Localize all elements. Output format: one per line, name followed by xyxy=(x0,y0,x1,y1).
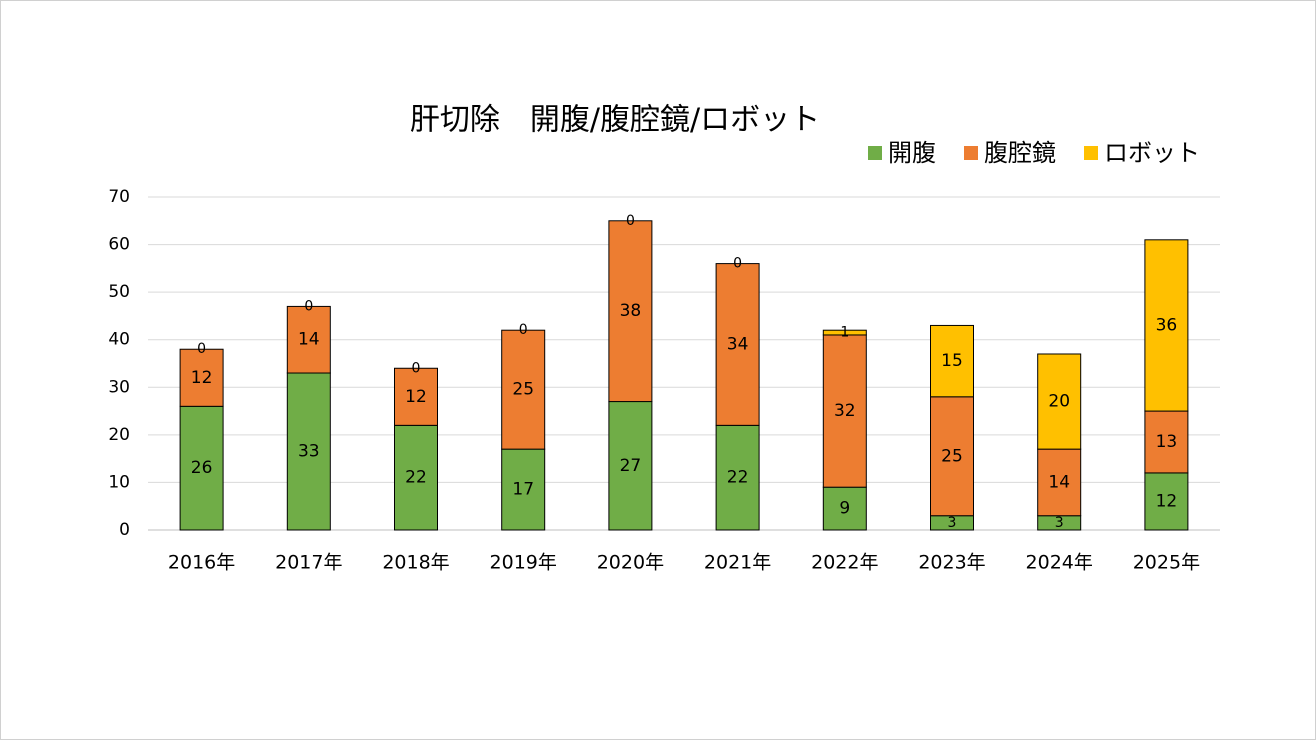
x-tick-label: 2016年 xyxy=(168,552,235,574)
data-label: 22 xyxy=(727,468,749,488)
bar-segment xyxy=(394,367,438,426)
data-label: 12 xyxy=(191,368,213,388)
y-tick-label: 40 xyxy=(108,330,130,350)
x-tick-label: 2018年 xyxy=(382,552,449,574)
legend-label: ロボット xyxy=(1104,139,1200,167)
bar-segment xyxy=(1037,353,1082,450)
bar-segment xyxy=(930,396,974,517)
y-tick-label: 20 xyxy=(108,425,130,445)
data-label: 17 xyxy=(512,480,534,500)
data-label: 38 xyxy=(620,301,642,321)
y-tick-label: 60 xyxy=(108,235,130,255)
x-tick-label: 2024年 xyxy=(1026,552,1093,574)
bar-segment xyxy=(501,448,546,531)
bar-segment xyxy=(286,372,331,531)
data-label: 1 xyxy=(840,325,849,341)
data-label: 14 xyxy=(1048,472,1070,492)
chart-title: 肝切除 開腹/腹腔鏡/ロボット xyxy=(410,103,820,138)
bar-segment xyxy=(608,220,653,403)
data-label: 3 xyxy=(1055,515,1064,531)
data-label: 3 xyxy=(948,515,957,531)
bar-segment xyxy=(608,401,653,531)
bar-segment xyxy=(286,305,331,374)
data-label: 0 xyxy=(197,341,206,357)
bar-segment xyxy=(930,324,974,398)
bar-segment xyxy=(1144,239,1189,412)
y-tick-label: 0 xyxy=(119,520,130,540)
data-label: 25 xyxy=(512,380,534,400)
data-label: 9 xyxy=(839,499,850,519)
legend-swatch xyxy=(1084,146,1098,160)
x-tick-label: 2020年 xyxy=(597,552,664,574)
legend-label: 腹腔鏡 xyxy=(984,139,1056,167)
y-tick-label: 70 xyxy=(108,187,130,207)
data-label: 0 xyxy=(519,322,528,338)
data-label: 26 xyxy=(191,458,213,478)
legend-swatch xyxy=(868,146,882,160)
data-label: 0 xyxy=(412,360,421,376)
x-tick-label: 2021年 xyxy=(704,552,771,574)
data-label: 12 xyxy=(405,387,427,407)
x-tick-label: 2017年 xyxy=(275,552,342,574)
data-label: 0 xyxy=(626,213,635,229)
bar-segment xyxy=(822,486,867,531)
x-tick-label: 2023年 xyxy=(918,552,985,574)
bar-segment xyxy=(501,329,546,450)
data-label: 12 xyxy=(1156,491,1178,511)
data-label: 27 xyxy=(620,456,642,476)
data-label: 0 xyxy=(304,298,313,314)
bar-segment xyxy=(1144,410,1189,474)
y-tick-label: 50 xyxy=(108,282,130,302)
bar-segment xyxy=(1037,448,1082,517)
bar-segment xyxy=(715,424,760,531)
bar-segment xyxy=(179,405,224,531)
x-tick-label: 2022年 xyxy=(811,552,878,574)
bar-segment xyxy=(822,334,867,488)
data-label: 15 xyxy=(941,351,963,371)
data-label: 0 xyxy=(733,256,742,272)
data-label: 22 xyxy=(405,468,427,488)
bar-segment xyxy=(715,263,760,426)
bar-segment xyxy=(822,329,867,336)
y-tick-label: 10 xyxy=(108,472,130,492)
data-label: 32 xyxy=(834,401,856,421)
legend-label: 開腹 xyxy=(888,139,936,167)
data-label: 36 xyxy=(1156,315,1178,335)
x-tick-label: 2025年 xyxy=(1133,552,1200,574)
y-tick-label: 30 xyxy=(108,377,130,397)
data-label: 13 xyxy=(1156,432,1178,452)
x-tick-label: 2019年 xyxy=(490,552,557,574)
data-label: 33 xyxy=(298,442,320,462)
legend-swatch xyxy=(964,146,978,160)
data-label: 25 xyxy=(941,446,963,466)
bar-segment xyxy=(179,348,224,407)
data-label: 20 xyxy=(1048,392,1070,412)
data-label: 14 xyxy=(298,330,320,350)
data-label: 34 xyxy=(727,334,749,354)
bar-segment xyxy=(394,424,438,531)
